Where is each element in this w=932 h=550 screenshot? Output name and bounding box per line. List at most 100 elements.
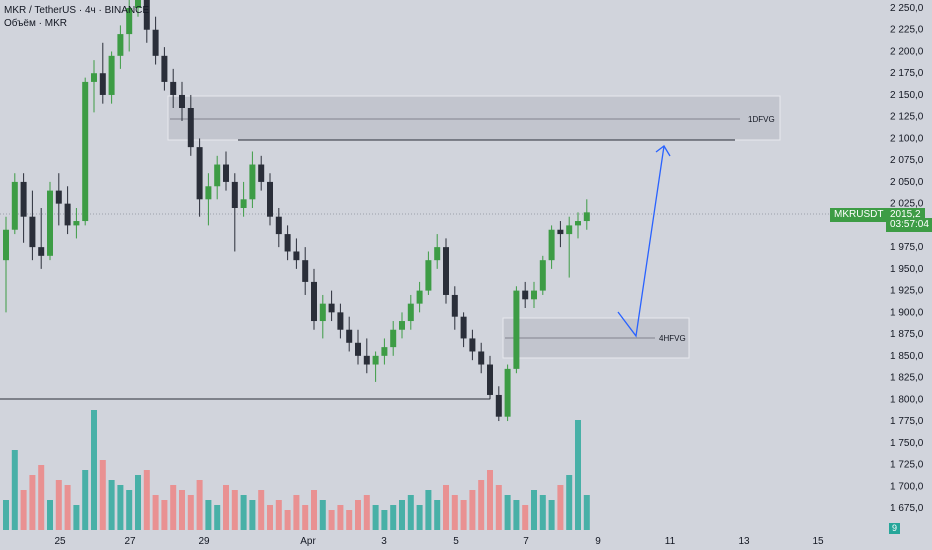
- candle-body: [187, 108, 194, 148]
- volume-bar: [91, 410, 97, 530]
- volume-legend: Объём · MKR: [4, 18, 67, 29]
- price-tick-label: 2 250,0: [890, 3, 924, 14]
- volume-bar: [284, 510, 291, 530]
- projection-arrowhead: [655, 145, 671, 157]
- volume-bar: [381, 510, 388, 530]
- volume-badge: 9: [888, 523, 900, 534]
- symbol-label: MKRUSDT: [830, 208, 888, 222]
- volume-bar: [231, 490, 238, 530]
- volume-bar: [29, 475, 36, 530]
- fvg-zones: 1DFVG 4HFVG: [0, 95, 885, 400]
- candle-body: [20, 181, 27, 217]
- price-tick-label: 2 075,0: [890, 155, 924, 166]
- volume-bar: [240, 495, 247, 530]
- time-tick-label: 13: [738, 536, 750, 547]
- candle-body: [381, 347, 388, 356]
- candle-body: [557, 229, 564, 235]
- volume-bar: [179, 490, 185, 530]
- volume-bar: [3, 500, 9, 530]
- volume-bar: [187, 495, 194, 530]
- volume-bar: [170, 485, 177, 530]
- volume-bar: [161, 500, 168, 530]
- chart-legend: MKR / TetherUS · 4ч · BINANCE Объём · MK…: [4, 4, 149, 30]
- time-tick-label: 29: [198, 536, 210, 547]
- candle-body: [337, 312, 344, 330]
- volume-bar: [117, 485, 124, 530]
- price-tick-label: 1 725,0: [890, 460, 924, 471]
- volume-bar: [73, 505, 80, 530]
- candle-body: [293, 251, 300, 261]
- candle-body: [117, 34, 124, 56]
- candle-body: [214, 164, 221, 187]
- volume-bar: [99, 460, 106, 530]
- price-tick-label: 1 950,0: [890, 264, 924, 275]
- candle-body: [390, 329, 397, 348]
- candle-body: [346, 329, 353, 343]
- volume-bars: [3, 410, 590, 530]
- time-tick-label: 27: [124, 536, 136, 547]
- candle-body: [434, 247, 441, 261]
- price-tick-label: 2 025,0: [890, 199, 924, 210]
- candle-body: [240, 199, 247, 208]
- price-tick-label: 1 775,0: [890, 416, 924, 427]
- candle-body: [495, 394, 502, 417]
- volume-bar: [575, 420, 581, 530]
- price-tick-label: 1 900,0: [890, 307, 924, 318]
- volume-bar: [267, 505, 273, 530]
- candle-body: [513, 290, 520, 369]
- volume-bar: [293, 495, 300, 530]
- candle-body: [99, 73, 106, 95]
- volume-bar: [249, 500, 256, 530]
- candle-body: [258, 164, 265, 182]
- candle-body: [231, 181, 238, 208]
- candle-body: [196, 147, 203, 200]
- volume-bar: [328, 510, 335, 530]
- price-tick-label: 2 100,0: [890, 133, 924, 144]
- price-tick-label: 2 150,0: [890, 90, 924, 101]
- price-tick-label: 2 175,0: [890, 68, 924, 79]
- volume-bar: [566, 475, 573, 530]
- candle-body: [355, 342, 361, 356]
- volume-bar: [399, 500, 405, 530]
- volume-bar: [143, 470, 150, 530]
- volume-bar: [487, 470, 493, 530]
- candle-body: [161, 55, 168, 82]
- candle-body: [302, 260, 309, 282]
- volume-bar: [539, 495, 546, 530]
- candle-body: [522, 290, 529, 300]
- candle-body: [47, 190, 53, 256]
- volume-bar: [55, 480, 62, 530]
- candle-body: [179, 94, 185, 108]
- volume-bar: [319, 500, 326, 530]
- candle-body: [311, 281, 317, 322]
- candle-body: [319, 303, 326, 322]
- candle-body: [328, 303, 335, 313]
- volume-bar: [275, 500, 282, 530]
- candle-body: [152, 29, 159, 56]
- countdown-label: 03:57:04: [886, 218, 932, 232]
- volume-bar: [469, 490, 476, 530]
- candle-body: [460, 316, 467, 339]
- volume-bar: [214, 505, 221, 530]
- volume-bar: [478, 480, 485, 530]
- volume-bar: [38, 465, 45, 530]
- price-tick-label: 1 925,0: [890, 286, 924, 297]
- time-tick-label: 7: [523, 536, 529, 547]
- candle-body: [205, 186, 212, 200]
- time-tick-label: 15: [812, 536, 824, 547]
- candle-body: [108, 55, 115, 95]
- candle-body: [583, 212, 590, 222]
- candle-body: [531, 290, 537, 300]
- volume-bar: [135, 475, 141, 530]
- time-tick-label: 9: [595, 536, 601, 547]
- candle-body: [91, 73, 97, 82]
- fvg-label-4h: 4HFVG: [659, 334, 686, 343]
- candle-body: [249, 164, 256, 200]
- price-axis: 2 250,0 2 225,0 2 200,0 2 175,0 2 150,0 2 125…: [890, 3, 924, 514]
- candle-body: [539, 260, 546, 291]
- candle-body: [363, 355, 370, 365]
- fvg-label-1d: 1DFVG: [748, 115, 775, 124]
- candle-body: [82, 81, 89, 222]
- price-tick-label: 1 875,0: [890, 329, 924, 340]
